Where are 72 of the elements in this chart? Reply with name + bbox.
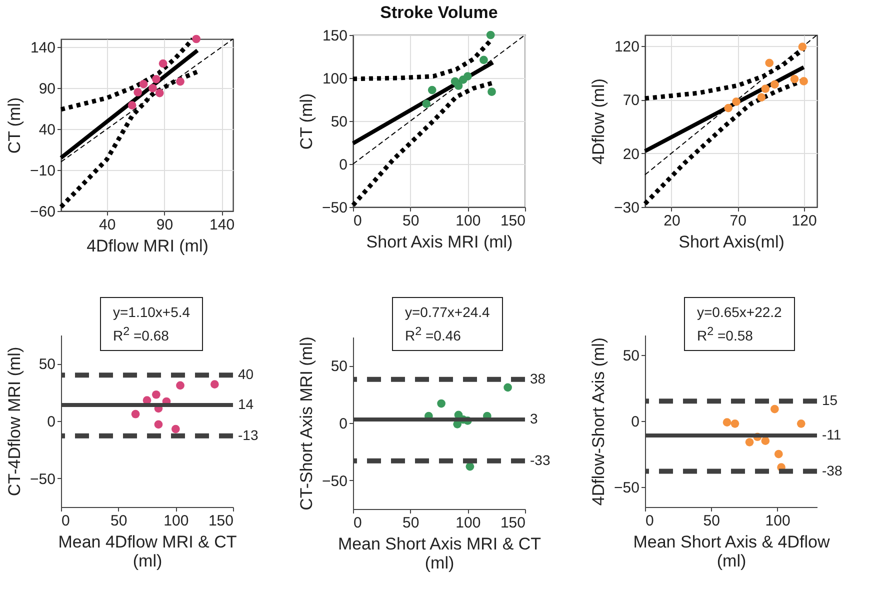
- x-tick-label: 90: [156, 216, 174, 234]
- ref-line-label: -38: [822, 462, 842, 478]
- text: y=1.10x+5.4: [113, 304, 190, 320]
- y-tick-label: −50: [30, 470, 56, 488]
- y-tick-label: 90: [38, 80, 56, 98]
- x-tick-label: 0: [62, 512, 70, 530]
- y-axis-title: 4Dflow (ml): [589, 78, 608, 164]
- y-axis-title: CT-Short Axis MRI (ml): [297, 336, 316, 510]
- y-tick-label: 0: [631, 414, 640, 430]
- x-axis-title: Short Axis(ml): [678, 232, 784, 252]
- x-tick-label: 100: [456, 514, 481, 532]
- text: y=0.65x+22.2: [697, 304, 782, 320]
- x-tick-label: 0: [354, 514, 362, 532]
- y-tick-label: 0: [339, 416, 348, 432]
- y-tick-label: 0: [47, 414, 56, 430]
- ref-line-label: 40: [238, 366, 254, 382]
- ref-line-label: -11: [822, 426, 842, 443]
- x-tick-label: 100: [164, 512, 189, 530]
- x-axis-title: Mean 4Dflow MRI & CT (ml): [58, 532, 237, 570]
- ref-line-label: 14: [238, 396, 254, 412]
- x-tick-label: 70: [730, 212, 746, 230]
- x-tick-label: 150: [500, 514, 526, 532]
- chart-title: Stroke Volume: [380, 3, 498, 22]
- x-tick-label: 150: [500, 212, 526, 230]
- y-tick-label: 150: [322, 28, 348, 44]
- y-tick-label: −30: [614, 200, 640, 216]
- y-tick-label: −50: [614, 480, 640, 497]
- y-tick-label: 120: [614, 38, 640, 56]
- x-tick-label: 50: [402, 514, 420, 532]
- y-tick-label: −50: [322, 472, 348, 490]
- y-axis-title: CT (ml): [297, 93, 316, 150]
- x-tick-label: 120: [792, 212, 817, 230]
- annotation: R$^{2}$ =0.68: [113, 325, 169, 344]
- y-tick-label: 140: [30, 40, 56, 57]
- x-tick-label: 0: [354, 212, 362, 230]
- ref-line-label: 15: [822, 392, 838, 408]
- x-axis-title: Mean Short Axis MRI & CT (ml): [338, 534, 542, 572]
- text: y=0.77x+24.4: [405, 304, 490, 320]
- y-tick-label: −50: [322, 200, 348, 216]
- y-tick-label: 50: [330, 114, 348, 130]
- ref-line-label: 38: [530, 370, 546, 386]
- y-axis-title: CT-4Dflow MRI (ml): [5, 346, 24, 496]
- y-axis-title: CT (ml): [5, 97, 24, 154]
- y-tick-label: 70: [622, 92, 640, 109]
- y-axis-title: 4Dflow-Short Axis (ml): [589, 337, 608, 506]
- ref-line-label: -13: [238, 426, 258, 443]
- x-tick-label: 100: [456, 212, 481, 230]
- y-tick-label: 50: [330, 358, 348, 376]
- x-tick-label: 40: [99, 216, 116, 234]
- y-tick-label: 100: [322, 70, 348, 88]
- x-axis-title: 4Dflow MRI (ml): [86, 236, 208, 256]
- x-tick-label: 20: [664, 212, 680, 230]
- annotation: R$^{2}$ =0.58: [697, 325, 753, 344]
- x-tick-label: 50: [110, 512, 128, 530]
- x-tick-label: 150: [208, 512, 234, 530]
- y-tick-label: −60: [30, 204, 56, 220]
- x-tick-label: 50: [402, 212, 420, 230]
- ref-line-label: 3: [530, 410, 538, 427]
- y-tick-label: −10: [30, 162, 56, 180]
- ref-line-label: -33: [530, 452, 550, 468]
- annotation: R$^{2}$ =0.46: [405, 325, 461, 344]
- x-tick-label: 140: [210, 216, 235, 234]
- x-tick-label: 100: [765, 512, 790, 530]
- y-tick-label: 50: [38, 356, 56, 374]
- y-tick-label: 20: [622, 146, 640, 163]
- x-tick-label: 50: [703, 512, 720, 530]
- y-tick-label: 40: [38, 122, 56, 139]
- x-axis-title: Short Axis MRI (ml): [366, 232, 513, 252]
- x-axis-title: Mean Short Axis & 4Dflow (ml): [633, 532, 830, 570]
- x-tick-label: 0: [646, 512, 654, 530]
- y-tick-label: 0: [339, 156, 348, 174]
- y-tick-label: 50: [622, 347, 640, 364]
